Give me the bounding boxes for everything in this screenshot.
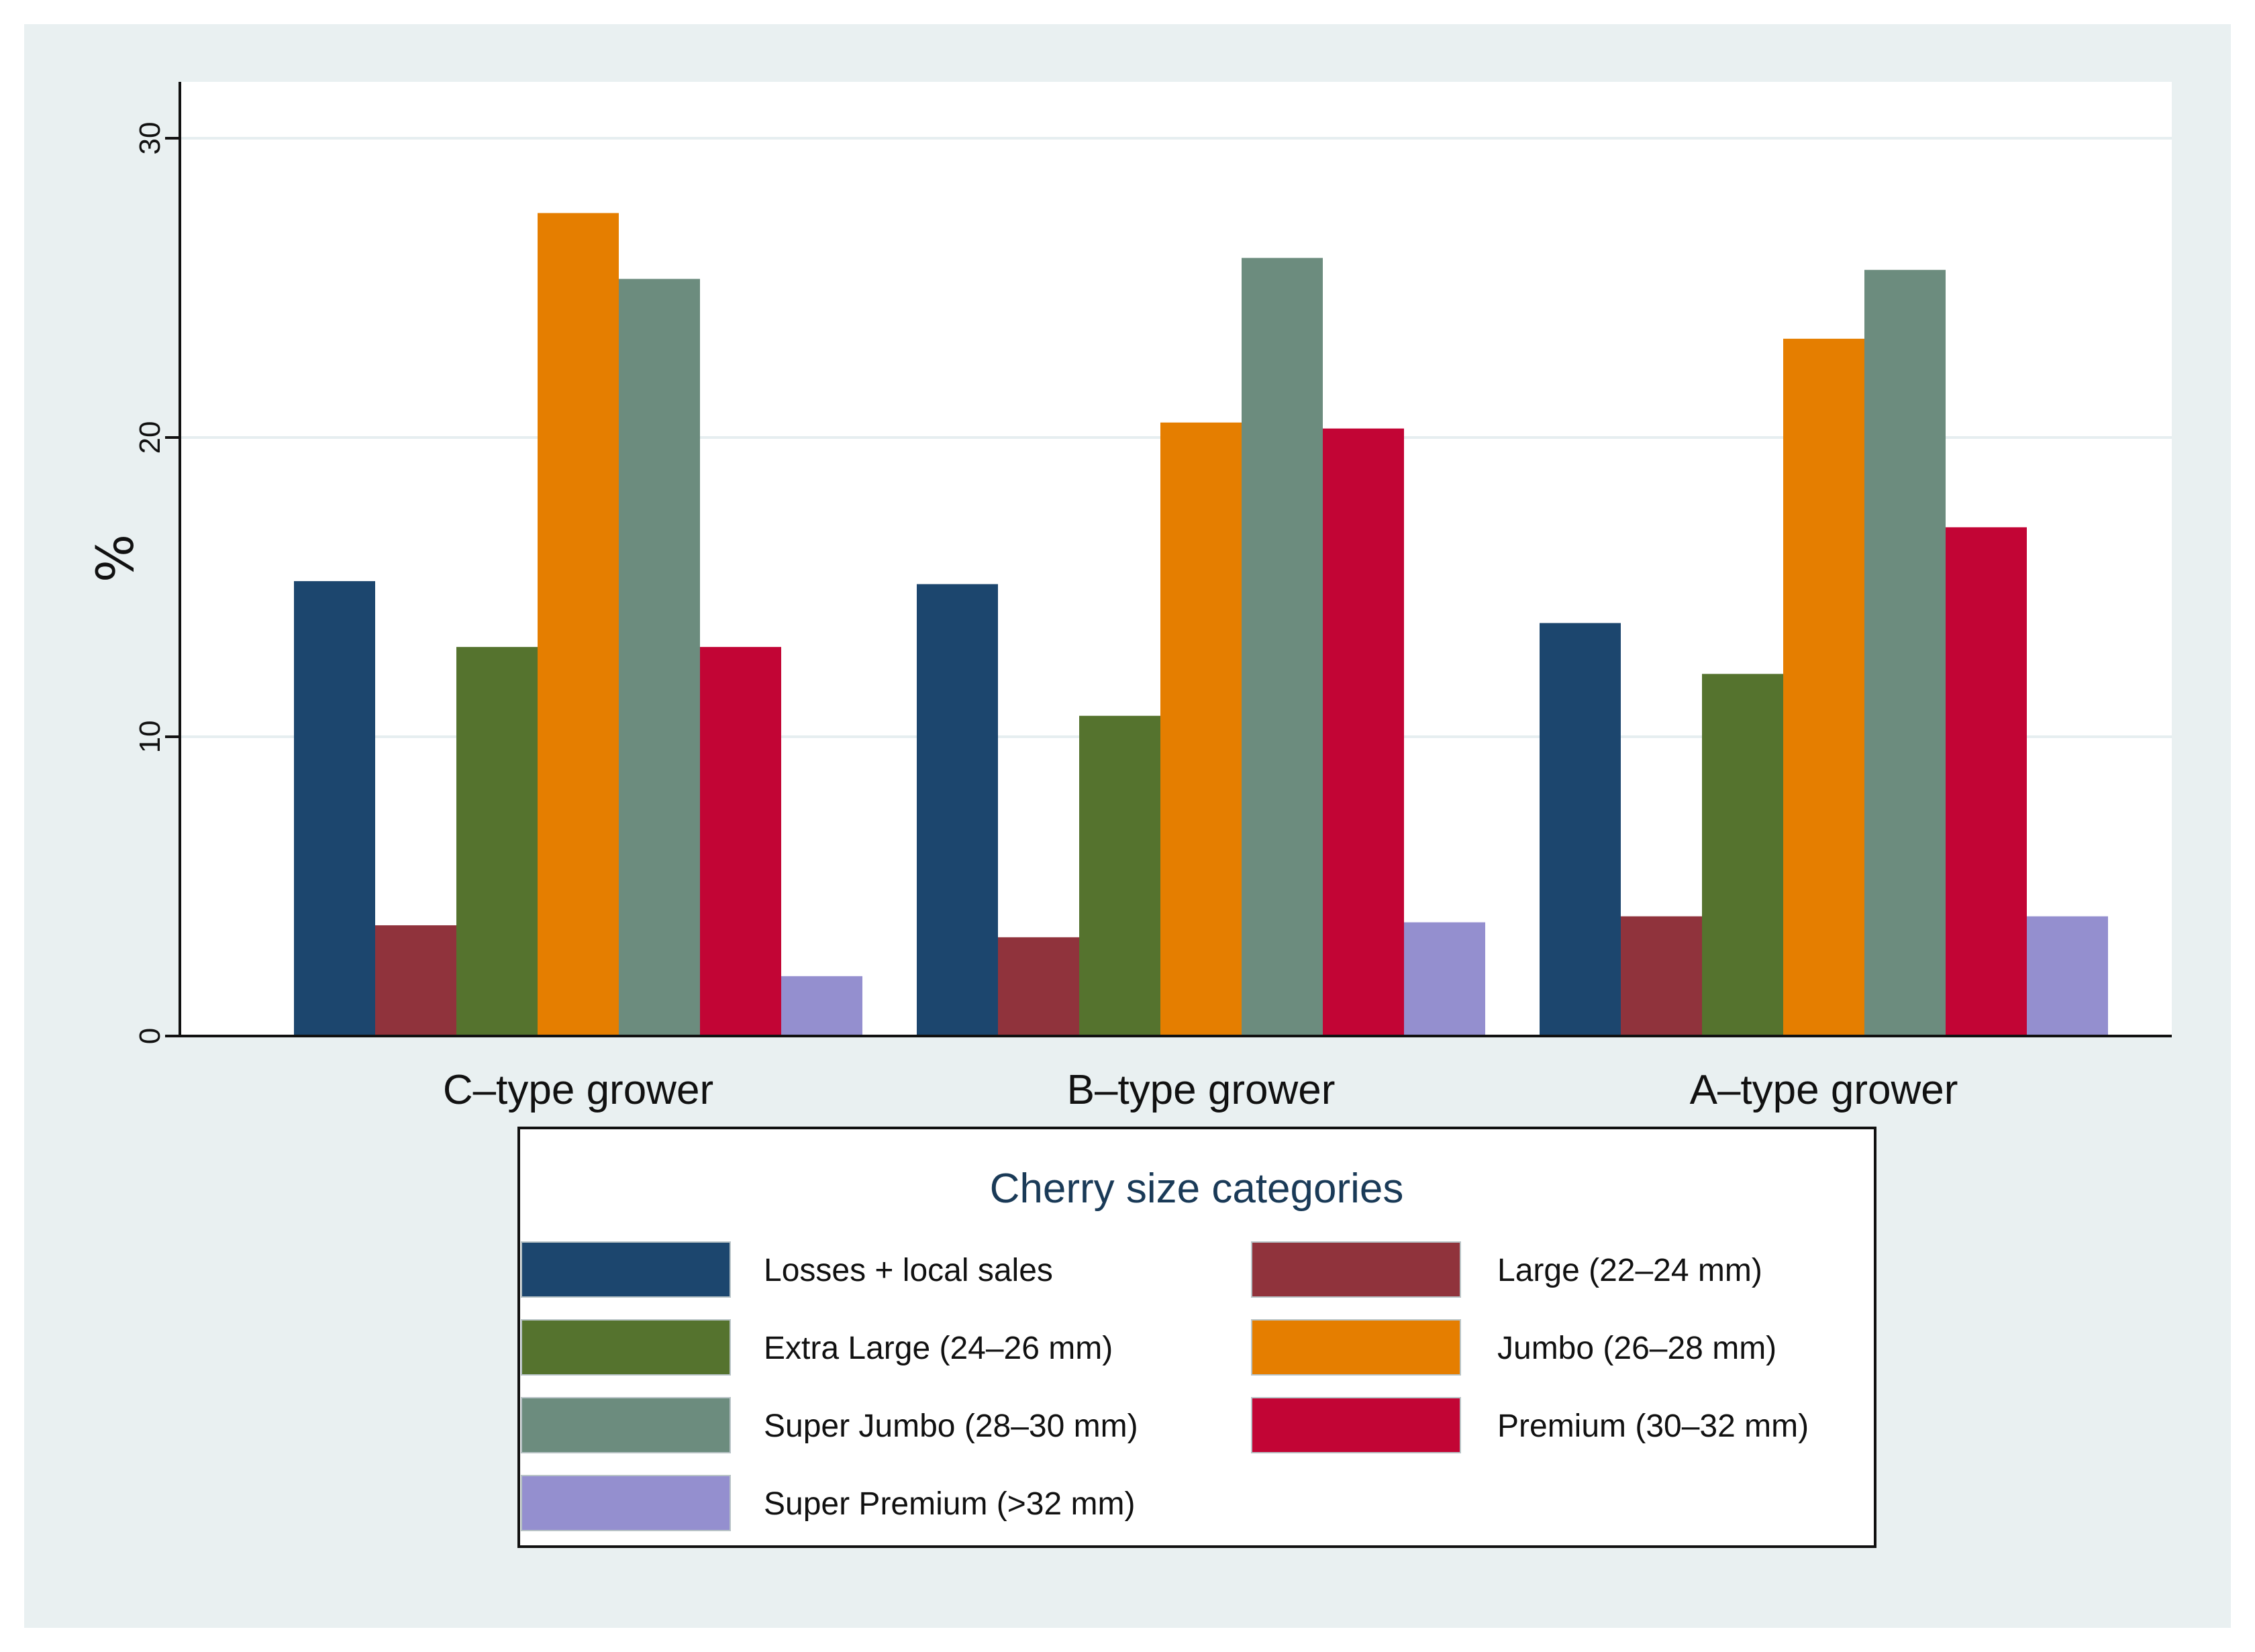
bar-2-1 xyxy=(917,584,998,1036)
legend-label-3: Extra Large (24–26 mm) xyxy=(764,1331,1113,1366)
y-tick-label-10: 10 xyxy=(134,721,166,754)
legend-label-2: Large (22–24 mm) xyxy=(1497,1253,1762,1288)
bar-3-4 xyxy=(1783,338,1864,1036)
legend-label-4: Jumbo (26–28 mm) xyxy=(1497,1331,1776,1366)
legend-box xyxy=(517,1127,1876,1548)
x-category-label-1: C–type grower xyxy=(443,1067,713,1113)
bar-2-2 xyxy=(998,937,1079,1036)
legend-label-7: Super Premium (>32 mm) xyxy=(764,1486,1135,1522)
legend-title: Cherry size categories xyxy=(990,1166,1404,1212)
bar-3-1 xyxy=(1540,623,1621,1036)
bar-2-7 xyxy=(1404,922,1485,1036)
legend-swatch-1 xyxy=(521,1241,731,1298)
x-category-label-2: B–type grower xyxy=(1067,1067,1336,1113)
bar-2-4 xyxy=(1160,422,1242,1036)
bars xyxy=(294,213,2108,1036)
bar-2-5 xyxy=(1242,258,1323,1036)
legend-swatch-6 xyxy=(1251,1397,1461,1453)
bar-2-6 xyxy=(1323,428,1404,1036)
x-category-label-3: A–type grower xyxy=(1690,1067,1958,1113)
legend-swatch-3 xyxy=(521,1319,731,1376)
axes xyxy=(179,82,2172,1037)
legend-label-6: Premium (30–32 mm) xyxy=(1497,1408,1809,1444)
bar-3-7 xyxy=(2027,916,2108,1036)
legend-swatch-5 xyxy=(521,1397,731,1453)
legend: Cherry size categories Losses + local sa… xyxy=(517,1127,1876,1548)
bar-1-6 xyxy=(700,647,781,1036)
bar-3-6 xyxy=(1946,527,2027,1036)
y-axis-title: % xyxy=(85,534,145,582)
bar-1-4 xyxy=(538,213,619,1036)
bar-1-1 xyxy=(294,581,375,1036)
bar-3-2 xyxy=(1621,916,1702,1036)
legend-swatch-7 xyxy=(521,1475,731,1531)
bar-3-5 xyxy=(1864,270,1946,1036)
y-tick-label-20: 20 xyxy=(134,421,166,454)
bar-1-5 xyxy=(619,278,700,1036)
legend-items: Losses + local sales Large (22–24 mm) Extr… xyxy=(521,1241,1809,1531)
bar-3-3 xyxy=(1702,674,1783,1036)
legend-label-1: Losses + local sales xyxy=(764,1253,1053,1288)
x-category-labels: C–type grower B–type grower A–type grower xyxy=(443,1067,1958,1113)
y-ticks: 0 10 20 30 xyxy=(134,122,180,1044)
legend-label-5: Super Jumbo (28–30 mm) xyxy=(764,1408,1138,1444)
bar-1-2 xyxy=(375,925,456,1036)
bar-2-3 xyxy=(1079,715,1160,1036)
bar-1-7 xyxy=(781,976,862,1036)
y-tick-label-30: 30 xyxy=(134,122,166,155)
y-tick-label-0: 0 xyxy=(134,1028,166,1044)
legend-swatch-2 xyxy=(1251,1241,1461,1298)
legend-swatch-4 xyxy=(1251,1319,1461,1376)
bar-1-3 xyxy=(456,647,538,1036)
